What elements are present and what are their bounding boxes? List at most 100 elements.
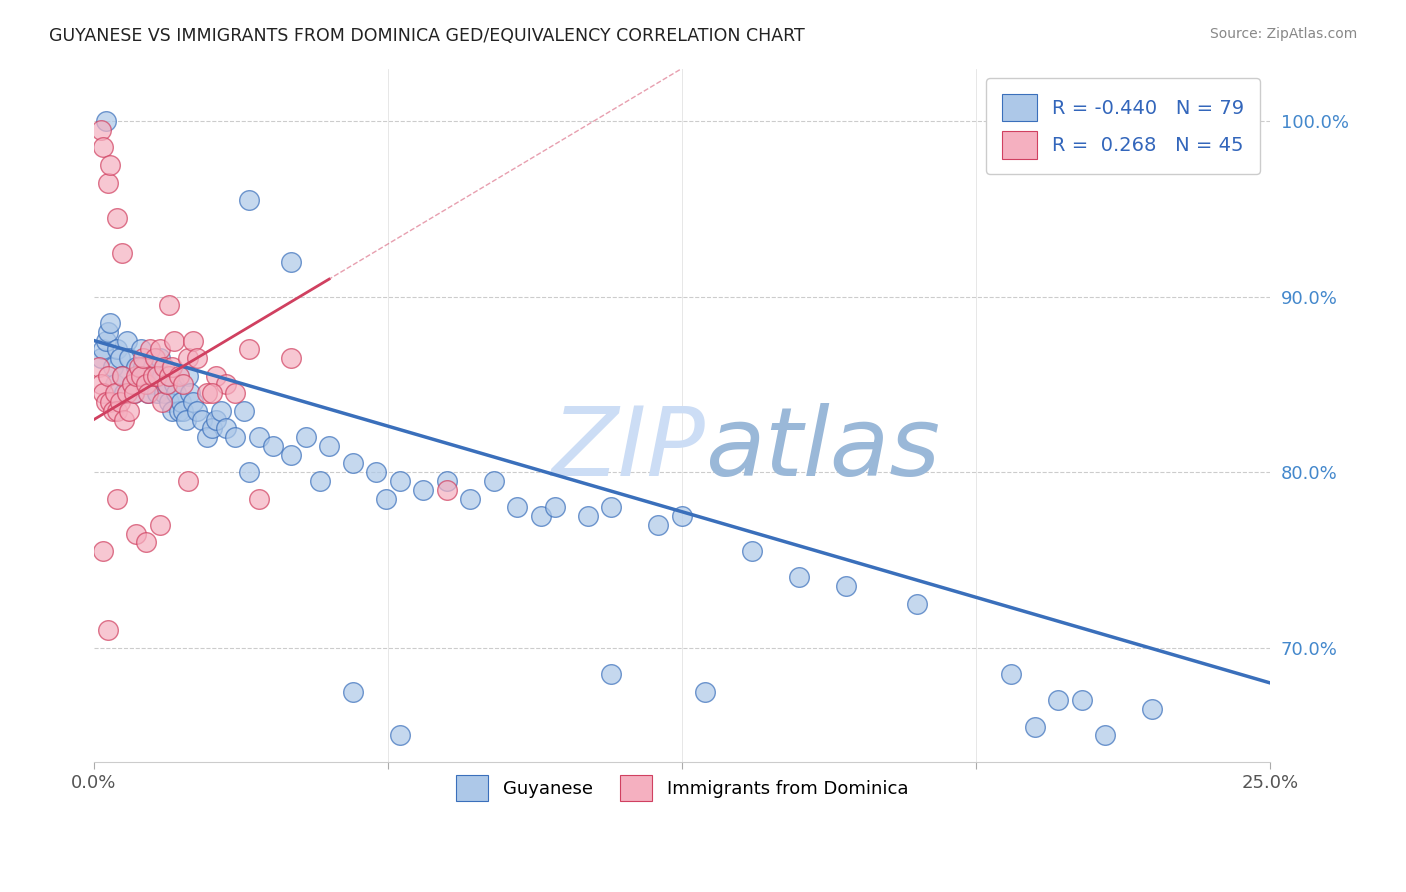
Point xyxy=(186,403,208,417)
Point xyxy=(146,368,169,383)
Point xyxy=(97,325,120,339)
Point xyxy=(167,368,190,383)
Point xyxy=(136,386,159,401)
Point xyxy=(115,386,138,401)
Point xyxy=(90,351,112,365)
Point xyxy=(280,254,302,268)
Point xyxy=(342,457,364,471)
Point xyxy=(129,368,152,383)
Point xyxy=(125,368,148,383)
Point xyxy=(163,377,186,392)
Point xyxy=(143,368,166,383)
Point xyxy=(122,386,145,401)
Point xyxy=(132,359,155,374)
Point xyxy=(1094,728,1116,742)
Point xyxy=(224,386,246,401)
Point xyxy=(238,193,260,207)
Point xyxy=(172,403,194,417)
Point xyxy=(224,430,246,444)
Point xyxy=(205,368,228,383)
Point xyxy=(90,377,112,392)
Point xyxy=(177,368,200,383)
Point xyxy=(506,500,529,515)
Point xyxy=(153,359,176,374)
Text: atlas: atlas xyxy=(706,403,941,496)
Point xyxy=(157,368,180,383)
Point xyxy=(132,351,155,365)
Point xyxy=(374,491,396,506)
Point xyxy=(318,439,340,453)
Point xyxy=(436,483,458,497)
Point xyxy=(214,377,236,392)
Point xyxy=(107,343,129,357)
Point xyxy=(200,421,222,435)
Point xyxy=(125,526,148,541)
Point xyxy=(1024,720,1046,734)
Point xyxy=(544,500,567,515)
Point xyxy=(576,509,599,524)
Point xyxy=(122,386,145,401)
Point xyxy=(107,211,129,225)
Point xyxy=(111,368,134,383)
Point xyxy=(1140,702,1163,716)
Point xyxy=(108,351,131,365)
Point xyxy=(97,623,120,637)
Point xyxy=(835,579,858,593)
Point xyxy=(160,403,183,417)
Point xyxy=(163,334,186,348)
Point xyxy=(153,386,176,401)
Point xyxy=(195,430,218,444)
Point xyxy=(458,491,481,506)
Point xyxy=(388,728,411,742)
Point xyxy=(111,368,134,383)
Legend: Guyanese, Immigrants from Dominica: Guyanese, Immigrants from Dominica xyxy=(441,761,922,815)
Point xyxy=(174,412,197,426)
Point xyxy=(94,114,117,128)
Point xyxy=(108,395,131,409)
Point xyxy=(388,474,411,488)
Point xyxy=(436,474,458,488)
Point xyxy=(156,377,179,392)
Point xyxy=(121,377,143,392)
Point xyxy=(342,684,364,698)
Point xyxy=(280,448,302,462)
Point xyxy=(111,245,134,260)
Text: Source: ZipAtlas.com: Source: ZipAtlas.com xyxy=(1209,27,1357,41)
Point xyxy=(129,343,152,357)
Point xyxy=(128,359,150,374)
Point xyxy=(97,176,120,190)
Point xyxy=(214,421,236,435)
Point xyxy=(118,403,141,417)
Point xyxy=(695,684,717,698)
Point xyxy=(600,500,623,515)
Point xyxy=(94,395,117,409)
Point xyxy=(530,509,553,524)
Point xyxy=(238,343,260,357)
Point xyxy=(233,403,256,417)
Point xyxy=(118,351,141,365)
Point xyxy=(247,491,270,506)
Point xyxy=(149,343,172,357)
Point xyxy=(97,368,120,383)
Point xyxy=(114,412,136,426)
Point xyxy=(114,386,136,401)
Point xyxy=(600,667,623,681)
Point xyxy=(1047,693,1070,707)
Point xyxy=(905,597,928,611)
Point xyxy=(101,359,124,374)
Point xyxy=(104,386,127,401)
Point xyxy=(149,517,172,532)
Point xyxy=(139,377,162,392)
Point xyxy=(101,403,124,417)
Point xyxy=(160,359,183,374)
Point xyxy=(146,386,169,401)
Text: ZIP: ZIP xyxy=(551,403,706,496)
Point xyxy=(177,474,200,488)
Point xyxy=(167,403,190,417)
Point xyxy=(170,395,193,409)
Point xyxy=(150,368,173,383)
Point xyxy=(90,123,112,137)
Point xyxy=(115,334,138,348)
Point xyxy=(195,386,218,401)
Point xyxy=(191,412,214,426)
